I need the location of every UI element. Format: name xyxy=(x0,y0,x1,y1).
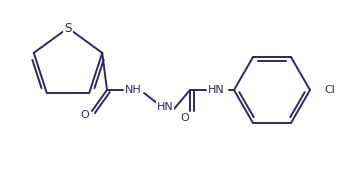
Text: HN: HN xyxy=(208,85,224,95)
Text: S: S xyxy=(64,21,72,35)
Text: NH: NH xyxy=(125,85,142,95)
Text: Cl: Cl xyxy=(324,85,335,95)
Text: O: O xyxy=(81,110,89,120)
Text: HN: HN xyxy=(157,102,173,112)
Text: O: O xyxy=(181,113,189,123)
